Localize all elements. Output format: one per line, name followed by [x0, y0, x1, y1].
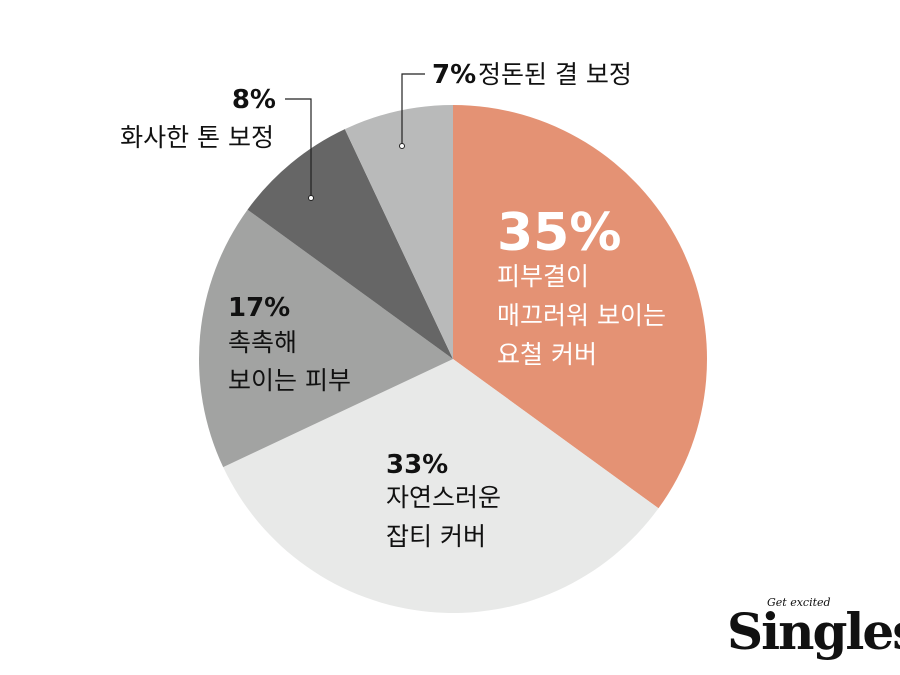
- leader-line-4: [285, 98, 312, 197]
- leader-dot-4: [308, 195, 314, 201]
- slice-label-1-line-1: 피부결이: [497, 262, 589, 291]
- slice-percent-label-3: 17%: [228, 293, 290, 323]
- pie-slice-2: [223, 359, 659, 613]
- slice-label-3-line-2: 보이는 피부: [228, 366, 351, 395]
- slice-label-3-line-1: 촉촉해: [228, 328, 297, 357]
- slice-label-2-line-2: 잡티 커버: [386, 522, 486, 551]
- pie-slice-5: [344, 105, 453, 359]
- leader-line-5: [401, 73, 425, 145]
- slice-percent-label-5: 7%: [432, 60, 476, 90]
- slice-label-5-line-1: 정돈된 결 보정: [478, 60, 632, 89]
- brand-logo: Get excited Singles: [727, 596, 900, 666]
- pie-slice-1: [453, 105, 707, 509]
- pie-slice-3: [199, 209, 453, 468]
- slice-percent-label-2: 33%: [386, 450, 448, 480]
- slice-percent-label-1: 35%: [497, 203, 621, 263]
- slice-label-1-line-2: 매끄러워 보이는: [497, 301, 666, 330]
- slice-percent-label-4: 8%: [232, 85, 276, 115]
- slice-label-4-line-1: 화사한 톤 보정: [120, 123, 274, 152]
- slice-label-2-line-1: 자연스러운: [386, 483, 501, 512]
- brand-name: Singles: [727, 602, 900, 661]
- brand-tagline: Get excited: [767, 596, 831, 609]
- leader-dot-5: [399, 143, 405, 149]
- slice-label-1-line-3: 요철 커버: [497, 340, 597, 369]
- pie-slice-4: [247, 129, 453, 359]
